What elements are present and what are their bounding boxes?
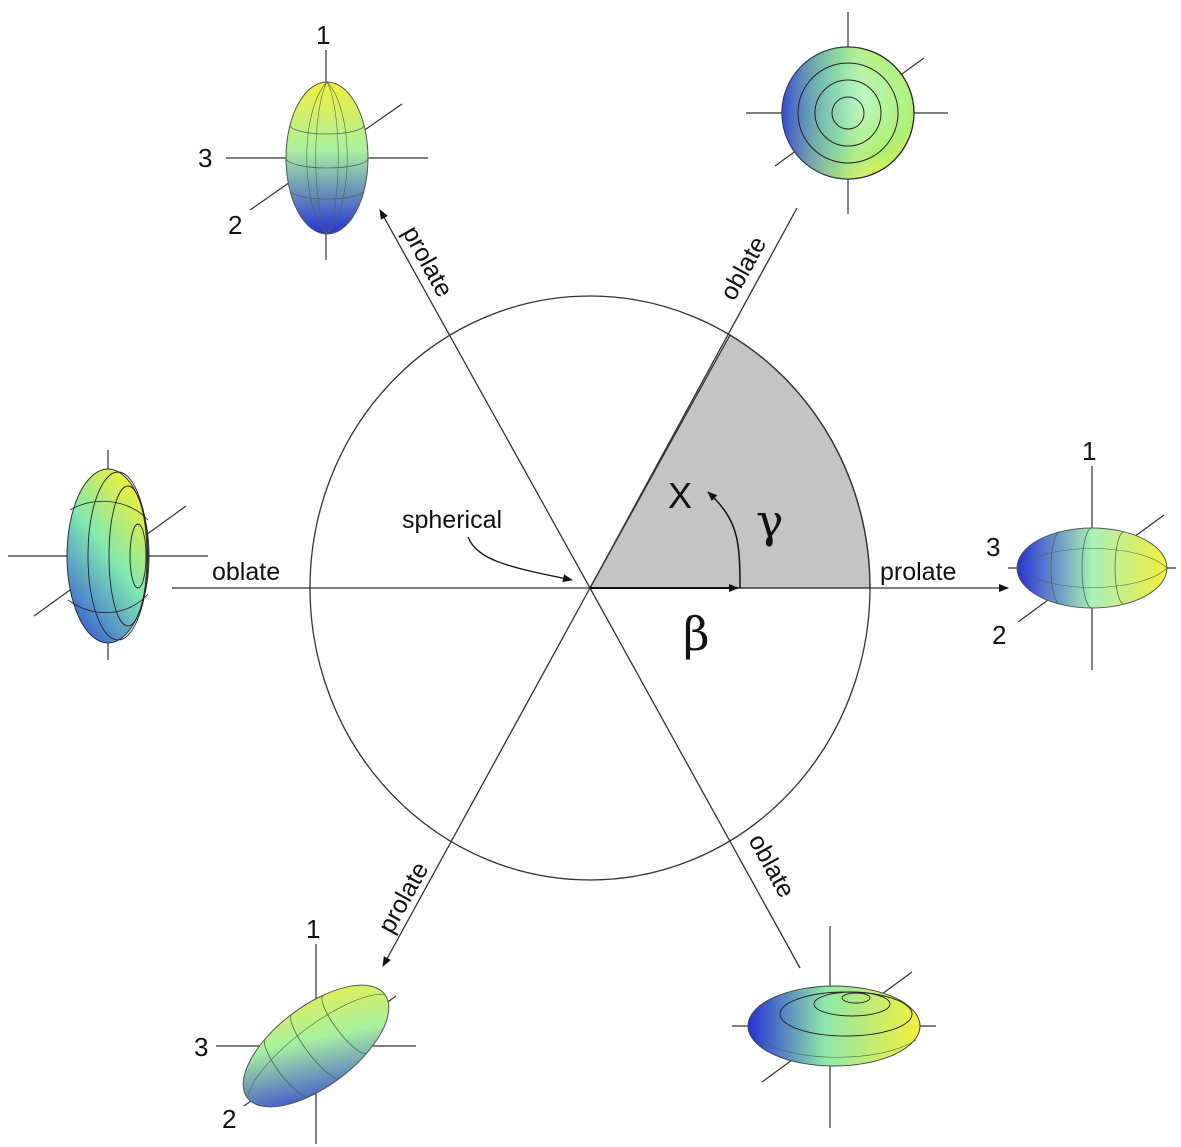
axis-number-2: 2 xyxy=(992,620,1006,650)
axis-number-3: 3 xyxy=(986,532,1000,562)
axis-number-2: 2 xyxy=(228,210,242,240)
axis-number-1: 1 xyxy=(316,20,330,50)
ellipsoid-lower-left: 1 3 2 xyxy=(194,914,416,1144)
axis-label-left: oblate xyxy=(212,558,280,586)
gamma-sector xyxy=(588,334,871,589)
axis-number-3: 3 xyxy=(194,1032,208,1062)
ellipsoid-upper-left: 1 3 2 xyxy=(198,20,428,260)
gamma-label: γ xyxy=(756,494,784,548)
axis-label-right: prolate xyxy=(880,558,956,586)
axis-number-3: 3 xyxy=(198,143,212,173)
ellipsoid-lower-right xyxy=(732,926,936,1128)
axis-label-upper-left: prolate xyxy=(397,221,459,301)
ellipsoid-upper-right xyxy=(746,12,948,214)
axis-label-lower-left: prolate xyxy=(373,857,435,937)
axis-number-2: 2 xyxy=(222,1104,236,1134)
axis-lower-right xyxy=(589,587,801,969)
axis-upper-right xyxy=(589,207,798,589)
axis-lower-left xyxy=(382,587,591,967)
beta-label: β xyxy=(683,607,710,661)
gamma-arrow xyxy=(707,491,741,589)
ellipsoid-right: 1 3 2 xyxy=(986,436,1176,670)
spherical-label: spherical xyxy=(402,506,502,534)
axis-number-1: 1 xyxy=(1082,436,1096,466)
axis-number-1: 1 xyxy=(306,914,320,944)
axis-label-lower-right: oblate xyxy=(743,829,801,902)
ellipsoid-left xyxy=(8,450,208,660)
axis-upper-left xyxy=(379,209,591,589)
spherical-arrow xyxy=(467,536,573,583)
x-point-label: X xyxy=(668,475,692,516)
